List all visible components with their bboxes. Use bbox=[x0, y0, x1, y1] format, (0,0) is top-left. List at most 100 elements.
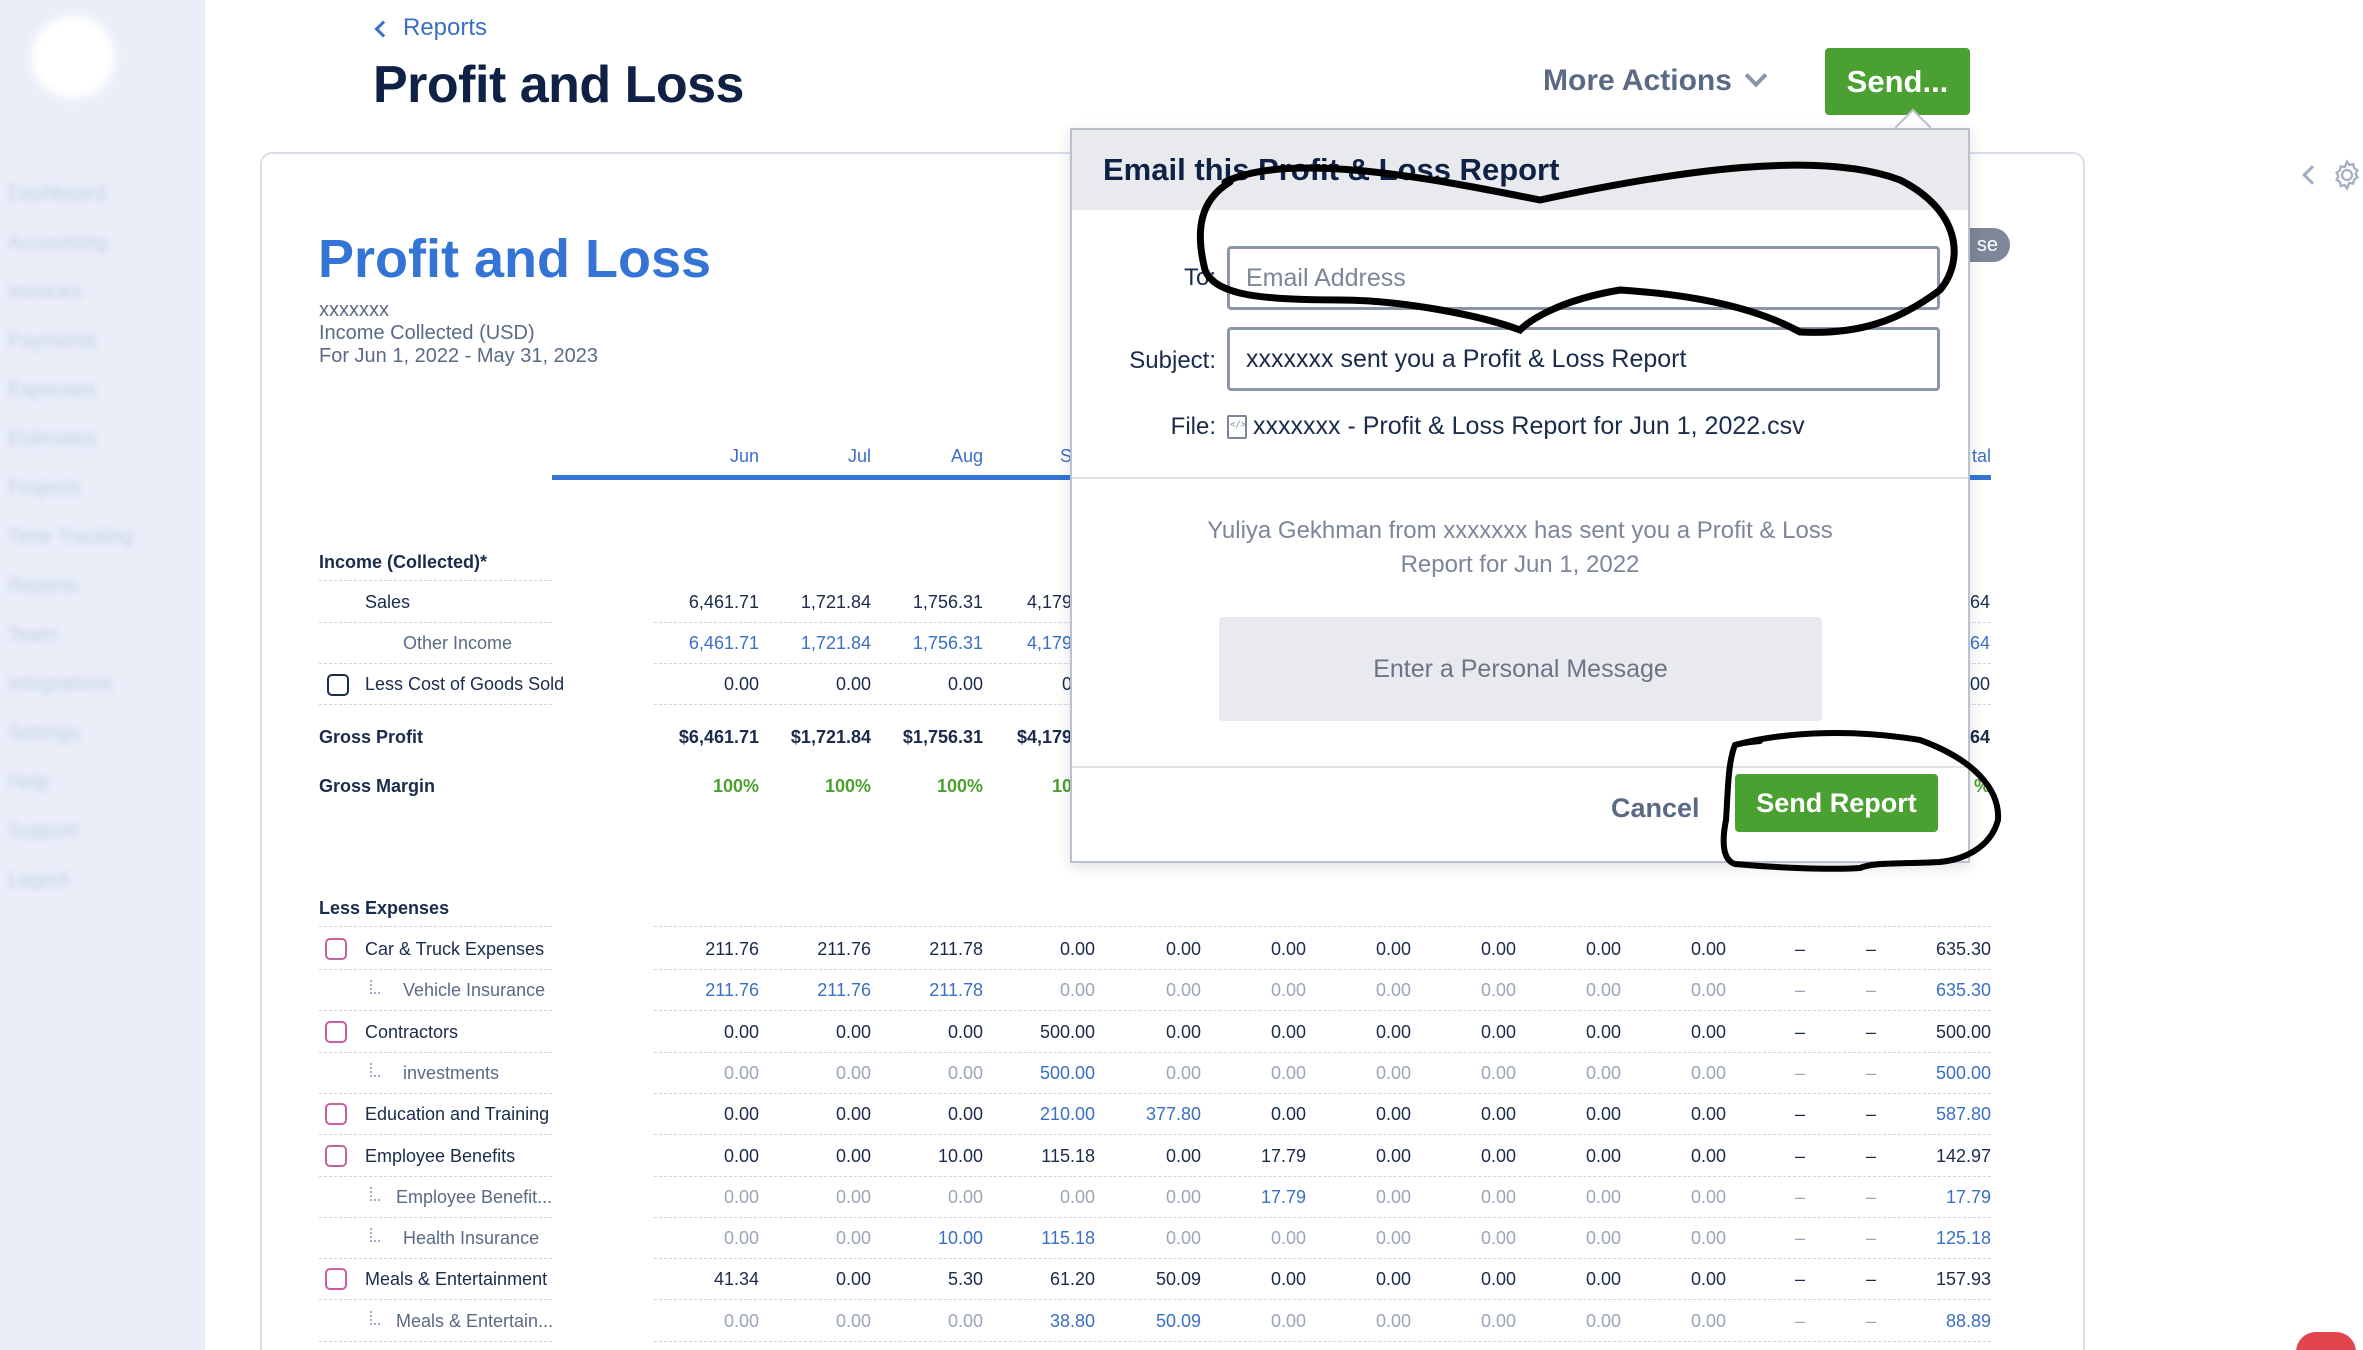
table-cell: 0.00 bbox=[1690, 1186, 1726, 1207]
report-basis: Income Collected (USD) bbox=[319, 322, 535, 344]
gross-margin-label: Gross Margin bbox=[319, 776, 436, 796]
table-cell: 0.00 bbox=[1480, 1310, 1516, 1331]
report-title: Profit and Loss bbox=[318, 229, 712, 289]
table-cell: – bbox=[1865, 1062, 1876, 1083]
table-cell: 0.00 bbox=[1165, 1062, 1201, 1083]
table-cell: 0.00 bbox=[1480, 1104, 1516, 1125]
sidebar-item[interactable]: Support bbox=[8, 820, 79, 842]
table-cell: 635.30 bbox=[1935, 939, 1991, 959]
email-report-popup: Email this Profit & Loss Report To: Subj… bbox=[1070, 128, 1970, 863]
sub-item-connector bbox=[370, 1228, 380, 1243]
table-cell: 0.00 bbox=[1480, 939, 1516, 959]
sidebar-item[interactable]: Accounting bbox=[8, 232, 107, 254]
month-header: Jun bbox=[729, 446, 759, 466]
table-cell: 0.00 bbox=[1480, 1269, 1516, 1290]
table-cell: 0.00 bbox=[723, 1021, 759, 1042]
sidebar-item[interactable]: Dashboard bbox=[8, 183, 106, 205]
table-cell: 0.00 bbox=[1165, 1021, 1201, 1042]
table-cell: 0.00 bbox=[835, 674, 871, 694]
row-divider bbox=[319, 1134, 552, 1136]
row-divider bbox=[319, 969, 552, 970]
table-cell: 211.76 bbox=[705, 980, 759, 1001]
month-header: Aug bbox=[950, 446, 983, 466]
notification-badge[interactable] bbox=[2296, 1332, 2356, 1350]
table-cell: 0.00 bbox=[1270, 1310, 1306, 1331]
avatar[interactable] bbox=[31, 15, 115, 99]
table-cell: 1,721.84 bbox=[800, 633, 871, 653]
chevron-left-icon bbox=[374, 20, 392, 38]
email-address-input[interactable] bbox=[1227, 246, 1940, 310]
code-file-icon bbox=[1227, 414, 1247, 439]
sidebar-item[interactable]: Invoices bbox=[8, 281, 82, 303]
table-cell: 00 bbox=[1969, 674, 1990, 694]
send-report-button[interactable]: Send Report bbox=[1735, 774, 1938, 832]
table-cell: – bbox=[1794, 1186, 1805, 1207]
gross-profit-label: Gross Profit bbox=[319, 727, 424, 747]
table-cell: 0.00 bbox=[1585, 980, 1621, 1001]
row-label: Car & Truck Expenses bbox=[365, 939, 545, 959]
table-cell: 0.00 bbox=[1585, 1062, 1621, 1083]
truck-icon bbox=[325, 938, 347, 960]
people-icon bbox=[325, 1020, 347, 1043]
back-link-label: Reports bbox=[403, 14, 488, 41]
cancel-button[interactable]: Cancel bbox=[1611, 793, 1700, 823]
personal-message-input[interactable]: Enter a Personal Message bbox=[1219, 617, 1822, 721]
table-cell: 0.00 bbox=[1690, 1269, 1726, 1290]
row-label: Less Cost of Goods Sold bbox=[365, 674, 565, 694]
sidebar-item[interactable]: Settings bbox=[8, 722, 81, 744]
row-divider bbox=[654, 1258, 1991, 1260]
table-cell: 0.00 bbox=[723, 1186, 759, 1207]
table-cell: 0.00 bbox=[835, 1062, 871, 1083]
table-cell: – bbox=[1865, 1269, 1876, 1290]
row-divider bbox=[319, 622, 552, 623]
sidebar-item[interactable]: Help bbox=[8, 771, 50, 793]
row-divider bbox=[319, 1175, 552, 1177]
table-cell: 0.00 bbox=[1375, 1228, 1411, 1249]
sidebar-item[interactable]: Time Tracking bbox=[8, 526, 133, 548]
table-cell: 10.00 bbox=[937, 1228, 983, 1249]
sidebar-item[interactable]: Team bbox=[8, 624, 57, 646]
table-cell: 0.00 bbox=[1480, 1228, 1516, 1249]
sidebar-item[interactable]: Estimates bbox=[8, 428, 96, 450]
coins-icon bbox=[327, 674, 349, 696]
table-cell: 0.00 bbox=[1375, 1062, 1411, 1083]
table-cell: 0.00 bbox=[1375, 1104, 1411, 1125]
table-cell: 0.00 bbox=[1585, 1104, 1621, 1125]
row-divider bbox=[319, 1340, 552, 1342]
page-title: Profit and Loss bbox=[373, 56, 744, 114]
table-cell: 0.00 bbox=[1270, 980, 1306, 1001]
collapse-chevron-icon[interactable] bbox=[2302, 165, 2322, 185]
sub-item-connector bbox=[370, 1062, 380, 1077]
sidebar-item[interactable]: Logout bbox=[8, 869, 70, 891]
back-to-reports-link[interactable]: Reports bbox=[374, 14, 488, 42]
table-cell: 0.00 bbox=[723, 1228, 759, 1249]
sidebar-item[interactable]: Projects bbox=[8, 477, 81, 499]
row-divider bbox=[654, 1010, 1991, 1012]
row-divider bbox=[319, 1051, 552, 1053]
row-divider bbox=[654, 1216, 1991, 1218]
send-button[interactable]: Send... bbox=[1825, 48, 1970, 115]
table-cell: 0.00 bbox=[1270, 1104, 1306, 1125]
table-cell: 0.00 bbox=[835, 1145, 871, 1166]
chevron-down-icon bbox=[1744, 64, 1768, 88]
row-label: Sales bbox=[365, 592, 411, 612]
sidebar-item[interactable]: Payments bbox=[8, 330, 97, 352]
table-cell: 0.00 bbox=[1059, 939, 1095, 959]
sidebar-item[interactable]: Expenses bbox=[8, 379, 96, 401]
table-cell: 17.79 bbox=[1945, 1186, 1991, 1207]
sidebar-item[interactable]: Reports bbox=[8, 575, 79, 597]
table-cell: 211.76 bbox=[817, 980, 871, 1001]
more-actions-dropdown[interactable]: More Actions bbox=[1543, 64, 1768, 98]
table-cell: 0.00 bbox=[1165, 1186, 1201, 1207]
table-cell: 0.00 bbox=[1585, 939, 1621, 959]
row-divider bbox=[654, 1175, 1991, 1177]
gear-icon[interactable] bbox=[2330, 158, 2363, 192]
table-cell: 5.30 bbox=[947, 1269, 983, 1290]
table-cell: – bbox=[1865, 1145, 1876, 1166]
subject-input[interactable] bbox=[1227, 327, 1940, 391]
table-cell: 1,756.31 bbox=[912, 633, 983, 653]
table-cell: – bbox=[1794, 1062, 1805, 1083]
sidebar-item[interactable]: Integrations bbox=[8, 673, 113, 695]
sub-item-connector bbox=[370, 980, 380, 995]
to-label: To: bbox=[1183, 264, 1216, 291]
